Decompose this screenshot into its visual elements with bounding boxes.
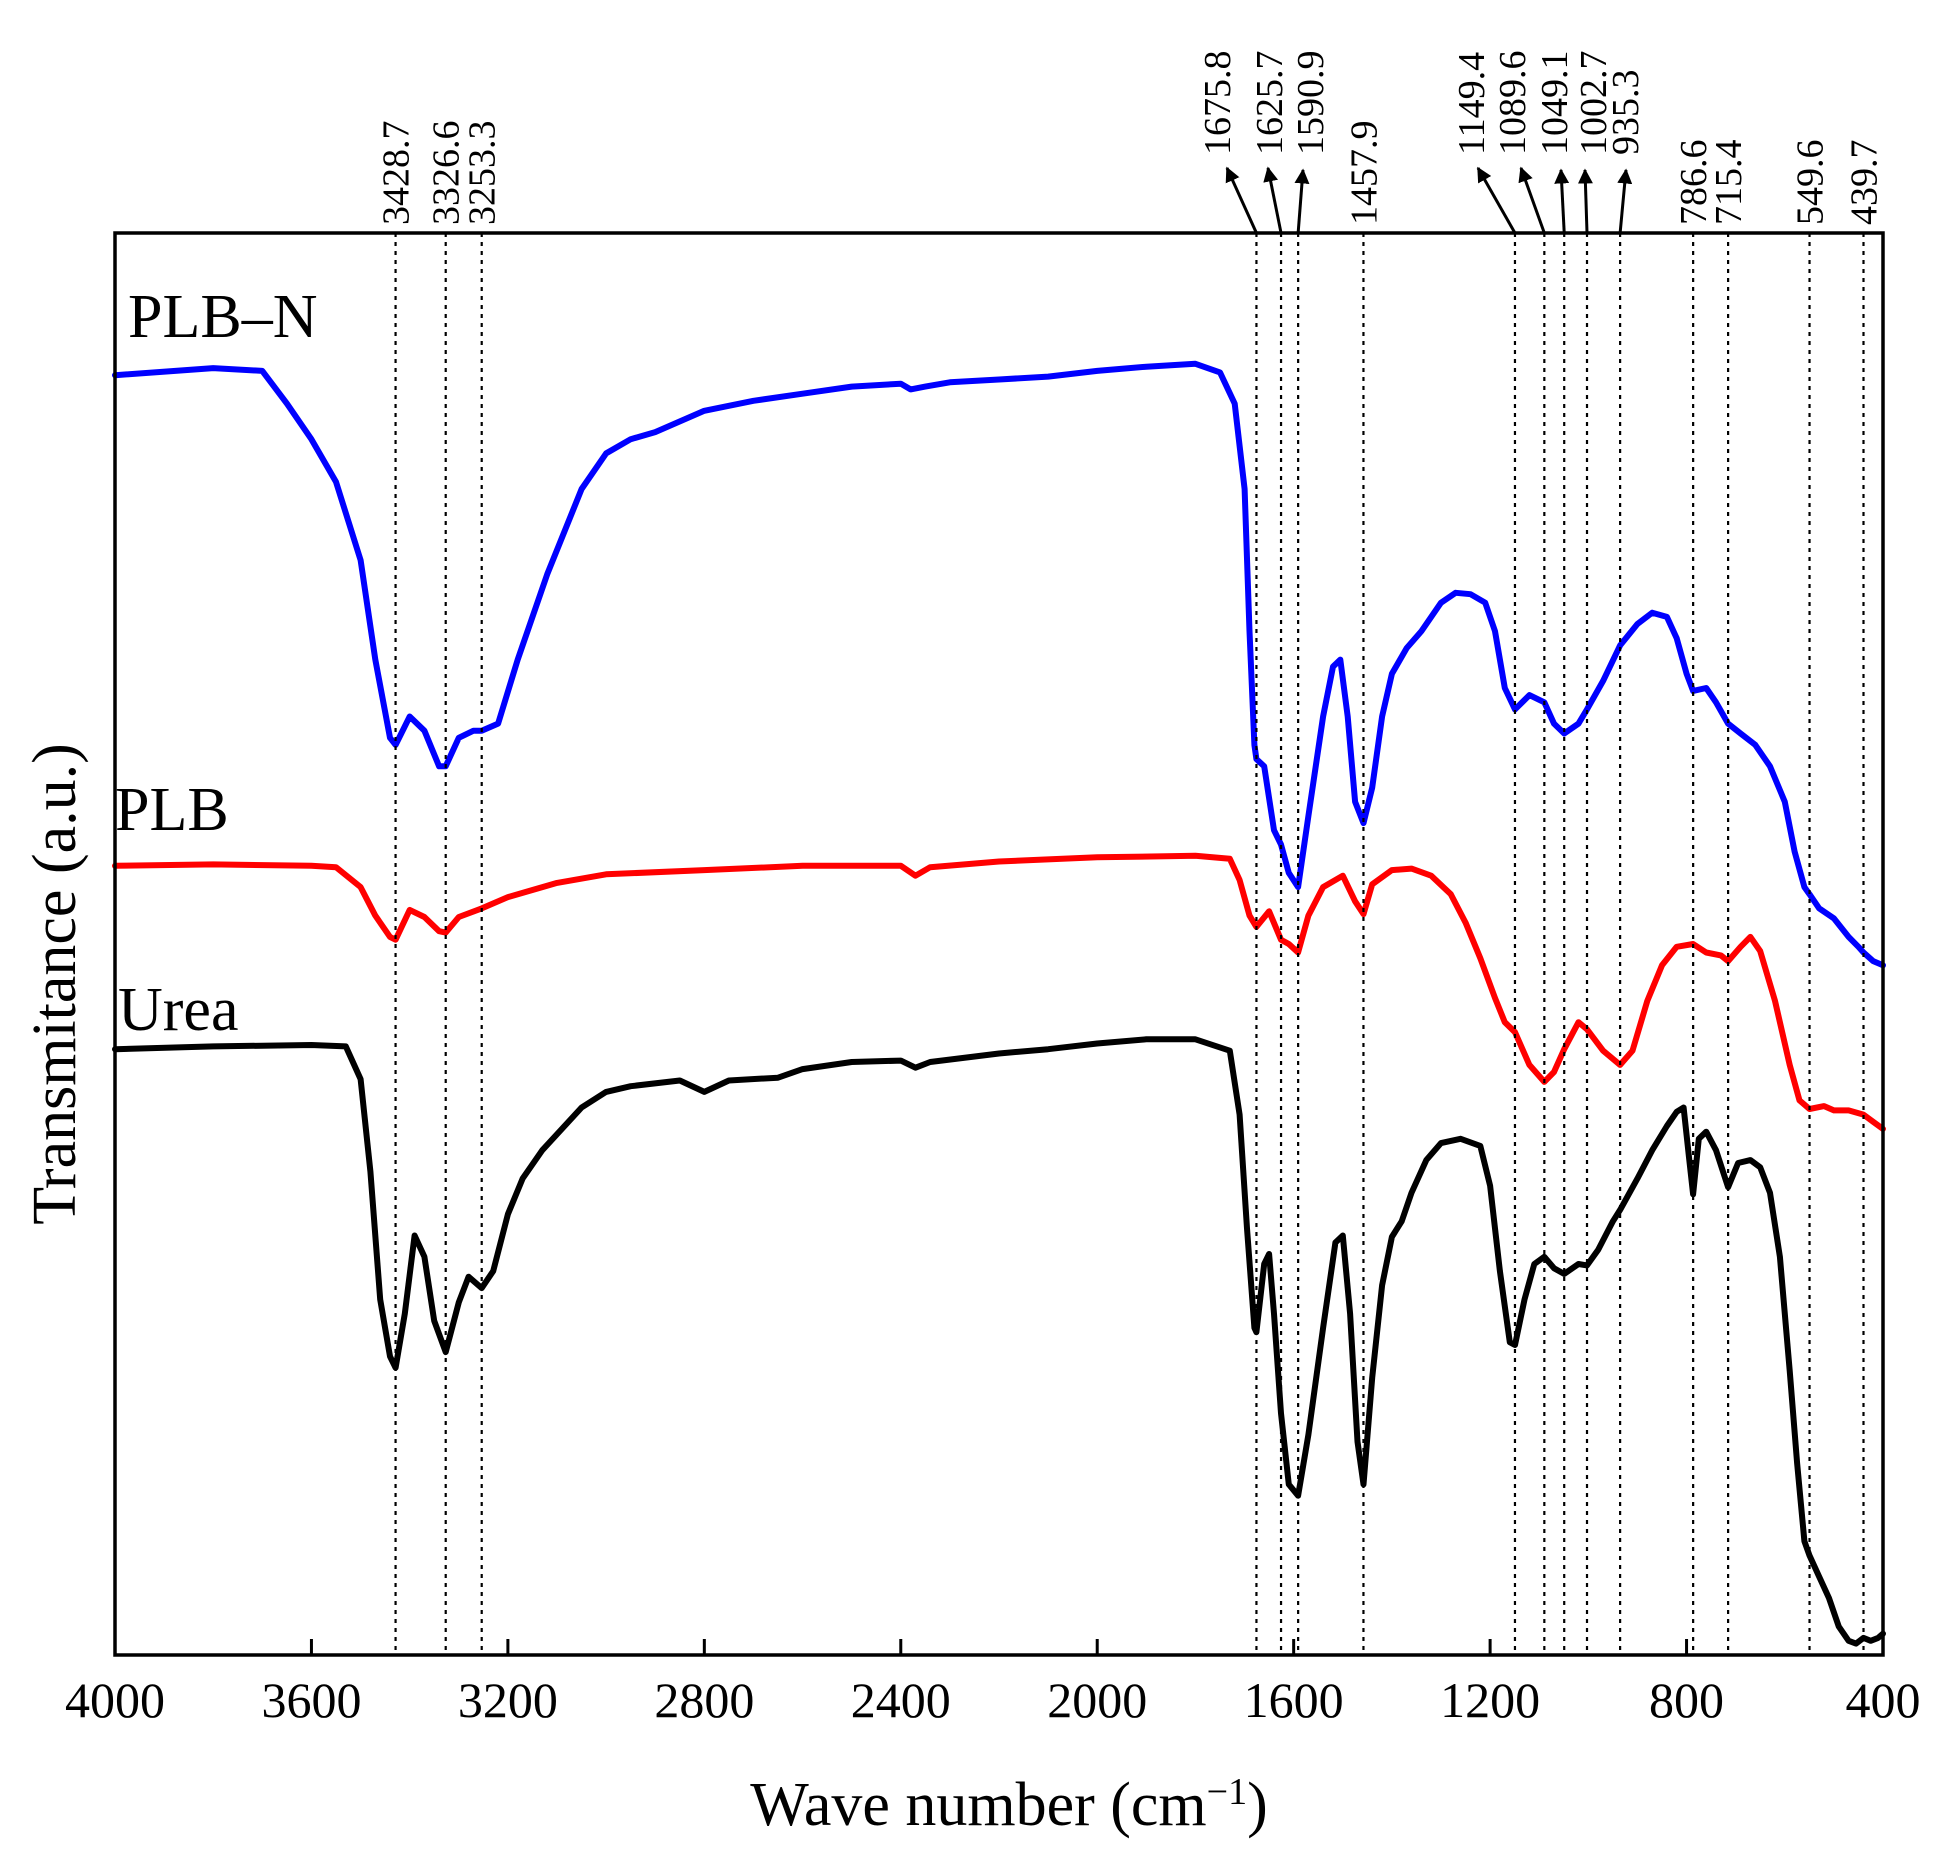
x-axis-title: Wave number (cm−1) xyxy=(750,1771,1267,1839)
x-axis-title-close: ) xyxy=(1247,1771,1268,1839)
peak-marker-786-6: 786.6 xyxy=(1673,140,1715,1655)
series-line-urea xyxy=(112,1036,1886,1647)
x-tick-label: 1200 xyxy=(1440,1672,1540,1728)
series-label-urea: Urea xyxy=(118,976,238,1044)
x-tick-label: 4000 xyxy=(65,1672,165,1728)
x-tick-label: 3600 xyxy=(261,1672,361,1728)
series-line-plb-n xyxy=(112,360,1886,969)
peak-marker-3428-7: 3428.7 xyxy=(376,121,418,1655)
x-axis-title-superscript: −1 xyxy=(1207,1771,1247,1813)
x-tick-label: 1600 xyxy=(1244,1672,1344,1728)
peak-label: 1049.1 xyxy=(1534,51,1576,156)
peak-marker-1590-9: 1590.9 xyxy=(1290,51,1332,1655)
series-line-plb xyxy=(112,852,1886,1132)
peak-label: 786.6 xyxy=(1673,140,1715,226)
series-layer xyxy=(112,360,1886,1647)
peak-label: 1089.6 xyxy=(1492,51,1534,156)
peak-label: 3326.6 xyxy=(426,121,468,226)
peak-label: 3428.7 xyxy=(376,121,418,226)
peak-marker-1002-7: 1002.7 xyxy=(1573,51,1615,1655)
peak-marker-1625-7: 1625.7 xyxy=(1249,51,1291,1655)
peak-label: 549.6 xyxy=(1790,140,1832,226)
peak-marker-935-3: 935.3 xyxy=(1605,70,1647,1655)
series-label-plb-n: PLB–N xyxy=(128,283,317,351)
peak-label: 935.3 xyxy=(1605,70,1647,156)
peak-marker-1049-1: 1049.1 xyxy=(1534,51,1576,1655)
x-tick-label: 400 xyxy=(1846,1672,1921,1728)
peak-arrow xyxy=(1577,168,1593,234)
peak-arrow xyxy=(1294,168,1310,234)
peak-label: 715.4 xyxy=(1708,140,1750,226)
series-label-plb: PLB xyxy=(115,776,229,844)
peak-marker-1149-4: 1149.4 xyxy=(1451,52,1517,1655)
peak-marker-715-4: 715.4 xyxy=(1708,140,1750,1655)
peak-arrow xyxy=(1554,168,1570,234)
peak-label: 1149.4 xyxy=(1451,52,1493,155)
peak-marker-1457-9: 1457.9 xyxy=(1343,121,1385,1655)
peak-arrow xyxy=(1476,166,1517,234)
x-tick-label: 2000 xyxy=(1047,1672,1147,1728)
peak-arrow xyxy=(1225,166,1258,234)
x-tick-layer: 4000 3600 3200 2800 2400 2000 1600 1200 800 400 xyxy=(65,1639,1921,1728)
x-tick-label: 2400 xyxy=(851,1672,951,1728)
peak-arrow xyxy=(1518,166,1546,234)
peak-marker-3253-3: 3253.3 xyxy=(462,121,504,1655)
peak-label: 1625.7 xyxy=(1249,51,1291,156)
peak-label: 1590.9 xyxy=(1290,51,1332,156)
peak-arrow xyxy=(1617,168,1633,234)
peak-marker-549-6: 549.6 xyxy=(1790,140,1832,1655)
peak-marker-1089-6: 1089.6 xyxy=(1492,51,1546,1655)
peak-label: 1002.7 xyxy=(1573,51,1615,156)
series-label-layer: PLB–N PLB Urea xyxy=(115,283,317,1044)
x-tick-label: 3200 xyxy=(458,1672,558,1728)
peak-marker-439-7: 439.7 xyxy=(1844,140,1886,1655)
x-axis-title-main: Wave number (cm xyxy=(750,1771,1206,1839)
plot-area-frame xyxy=(113,231,1885,1657)
x-tick-label: 2800 xyxy=(654,1672,754,1728)
peak-arrow xyxy=(1263,166,1283,234)
peak-marker-1675-8: 1675.8 xyxy=(1197,51,1258,1655)
x-tick-label: 800 xyxy=(1649,1672,1724,1728)
peak-label: 1457.9 xyxy=(1343,121,1385,226)
peak-marker-3326-6: 3326.6 xyxy=(426,121,468,1655)
peak-label: 1675.8 xyxy=(1197,51,1239,156)
y-axis-title: Transmitance (a.u.) xyxy=(21,743,89,1225)
peak-label: 439.7 xyxy=(1844,140,1886,226)
peak-label: 3253.3 xyxy=(462,121,504,226)
